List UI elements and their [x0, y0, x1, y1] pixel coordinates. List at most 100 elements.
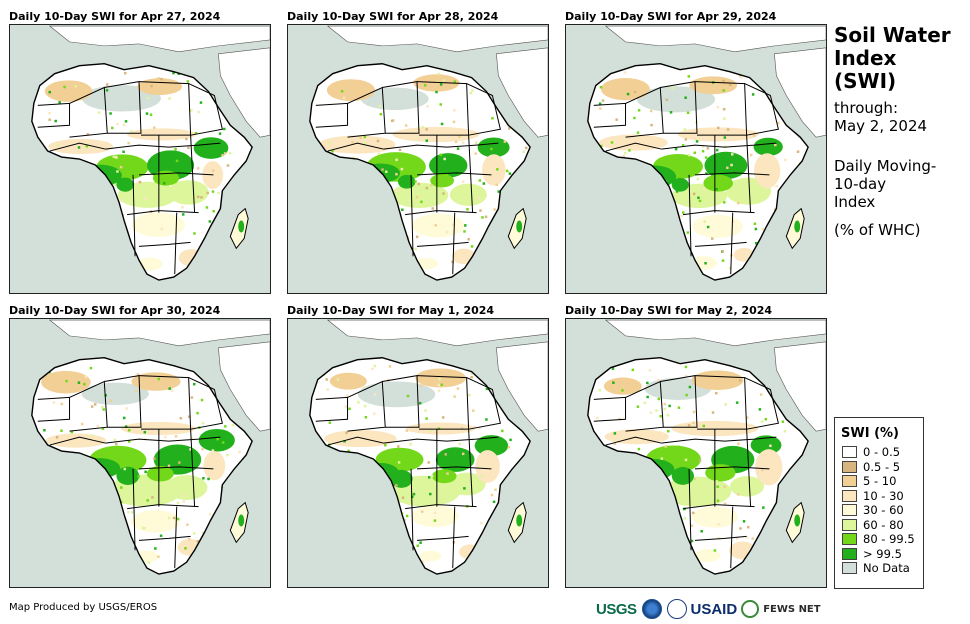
swi-speckle: [65, 379, 68, 383]
swi-speckle: [116, 122, 119, 126]
country-border: [416, 241, 469, 247]
panel-title: Daily 10-Day SWI for May 2, 2024: [565, 304, 773, 317]
swi-speckle: [111, 126, 114, 130]
swi-speckle: [524, 146, 528, 150]
swi-speckle: [164, 422, 168, 425]
swi-speckle: [56, 143, 60, 146]
swi-speckle: [167, 464, 171, 468]
swi-speckle: [131, 511, 134, 514]
swi-speckle: [693, 477, 696, 481]
swi-speckle: [48, 111, 51, 115]
swi-region: [44, 80, 93, 102]
swi-speckle: [687, 153, 691, 157]
swi-speckle: [684, 96, 687, 99]
swi-speckle: [91, 434, 94, 438]
legend-label: 30 - 60: [863, 503, 904, 518]
legend-label: 5 - 10: [863, 474, 897, 489]
swi-speckle: [199, 101, 203, 104]
swi-speckle: [469, 91, 472, 95]
swi-speckle: [714, 391, 718, 395]
swi-speckle: [405, 514, 409, 518]
swi-speckle: [136, 373, 140, 376]
swi-speckle: [701, 149, 705, 153]
swi-speckle: [736, 493, 740, 496]
swi-speckle: [715, 480, 718, 483]
swi-region: [131, 212, 185, 237]
swi-speckle: [345, 394, 349, 397]
swi-speckle: [200, 398, 204, 402]
swi-region: [120, 421, 196, 436]
swi-speckle: [431, 207, 434, 210]
swi-speckle: [212, 210, 215, 213]
swi-speckle: [364, 415, 368, 419]
country-border: [744, 83, 779, 136]
swi-region: [411, 505, 459, 528]
swi-speckle: [456, 387, 460, 390]
swi-speckle: [736, 201, 740, 205]
country-border: [694, 81, 748, 136]
swi-region: [81, 85, 161, 112]
swi-speckle: [658, 454, 662, 457]
swi-speckle: [650, 123, 653, 127]
country-border: [347, 86, 386, 138]
swi-speckle: [381, 168, 384, 171]
swi-speckle: [404, 124, 408, 127]
swi-region: [704, 151, 748, 180]
country-border: [416, 375, 470, 430]
country-border: [105, 436, 221, 444]
swi-speckle: [425, 139, 429, 142]
swi-speckle: [618, 417, 621, 421]
swi-speckle: [762, 506, 765, 509]
swi-speckle: [228, 151, 232, 155]
swi-speckle: [157, 77, 160, 80]
swi-speckle: [688, 385, 692, 389]
swi-speckle: [445, 230, 449, 234]
country-border: [452, 506, 456, 569]
swi-speckle: [722, 201, 726, 204]
swi-speckle: [343, 440, 346, 443]
swi-speckle: [179, 416, 183, 420]
africa-map-svg: [566, 319, 826, 586]
swi-speckle: [194, 131, 198, 135]
swi-speckle: [226, 453, 229, 457]
swi-region: [671, 420, 759, 437]
swi-speckle: [414, 247, 417, 251]
swi-speckle: [740, 76, 743, 79]
swi-speckle: [154, 547, 157, 550]
swi-speckle: [446, 472, 449, 475]
swi-speckle: [123, 467, 127, 471]
swi-speckle: [378, 104, 381, 108]
swi-speckle: [105, 83, 109, 86]
swi-speckle: [687, 424, 691, 427]
swi-region: [137, 78, 183, 95]
swi-speckle: [430, 475, 434, 478]
swi-speckle: [348, 407, 351, 411]
swi-speckle: [461, 180, 465, 183]
swi-speckle: [397, 461, 401, 464]
country-border: [190, 429, 196, 507]
swi-speckle: [417, 182, 420, 186]
swi-speckle: [440, 122, 444, 126]
swi-region: [326, 79, 376, 102]
swi-speckle: [456, 147, 460, 150]
swi-speckle: [470, 372, 473, 375]
swi-speckle: [433, 519, 437, 522]
country-border: [625, 380, 664, 432]
swi-speckle: [473, 425, 477, 429]
swi-speckle: [112, 155, 115, 159]
swi-speckle: [143, 527, 146, 530]
swi-speckle: [369, 87, 372, 91]
swi-region: [430, 173, 454, 188]
swi-speckle: [681, 144, 685, 147]
swi-speckle: [86, 133, 89, 136]
legend-item: 0 - 0.5: [842, 445, 923, 460]
swi-speckle: [460, 427, 464, 430]
swi-region: [116, 177, 134, 192]
swi-speckle: [379, 112, 383, 116]
swi-speckle: [124, 425, 128, 428]
swi-speckle: [723, 117, 726, 120]
swi-speckle: [722, 89, 725, 92]
swi-speckle: [643, 401, 647, 405]
swi-speckle: [684, 138, 688, 141]
